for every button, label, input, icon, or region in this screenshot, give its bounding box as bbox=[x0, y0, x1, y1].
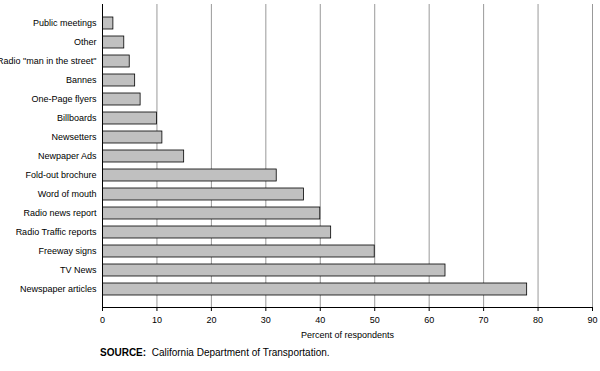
svg-text:80: 80 bbox=[533, 315, 543, 325]
svg-text:Freeway signs: Freeway signs bbox=[38, 246, 97, 256]
svg-text:70: 70 bbox=[479, 315, 489, 325]
svg-text:60: 60 bbox=[424, 315, 434, 325]
svg-text:10: 10 bbox=[152, 315, 162, 325]
svg-text:Bannes: Bannes bbox=[66, 75, 97, 85]
svg-text:30: 30 bbox=[261, 315, 271, 325]
svg-text:Radio "man in the street": Radio "man in the street" bbox=[0, 56, 97, 66]
svg-text:Percent of respondents: Percent of respondents bbox=[301, 330, 395, 340]
svg-text:Newspaper articles: Newspaper articles bbox=[20, 284, 97, 294]
svg-text:Other: Other bbox=[74, 37, 97, 47]
svg-text:Fold-out brochure: Fold-out brochure bbox=[25, 170, 96, 180]
svg-text:TV News: TV News bbox=[60, 265, 97, 275]
svg-text:Radio news report: Radio news report bbox=[23, 208, 97, 218]
svg-text:0: 0 bbox=[100, 315, 105, 325]
svg-text:Newsetters: Newsetters bbox=[51, 132, 97, 142]
svg-text:50: 50 bbox=[370, 315, 380, 325]
svg-text:Word of mouth: Word of mouth bbox=[38, 189, 97, 199]
svg-text:20: 20 bbox=[206, 315, 216, 325]
svg-text:Radio Traffic reports: Radio Traffic reports bbox=[16, 227, 97, 237]
svg-text:Newpaper Ads: Newpaper Ads bbox=[38, 151, 97, 161]
svg-text:90: 90 bbox=[587, 315, 597, 325]
svg-text:Billboards: Billboards bbox=[57, 113, 97, 123]
svg-text:One-Page flyers: One-Page flyers bbox=[31, 94, 97, 104]
svg-text:Public meetings: Public meetings bbox=[33, 18, 97, 28]
svg-text:40: 40 bbox=[315, 315, 325, 325]
html-text:SOURCE: California Department: SOURCE: California Department of Transpo… bbox=[100, 347, 330, 358]
